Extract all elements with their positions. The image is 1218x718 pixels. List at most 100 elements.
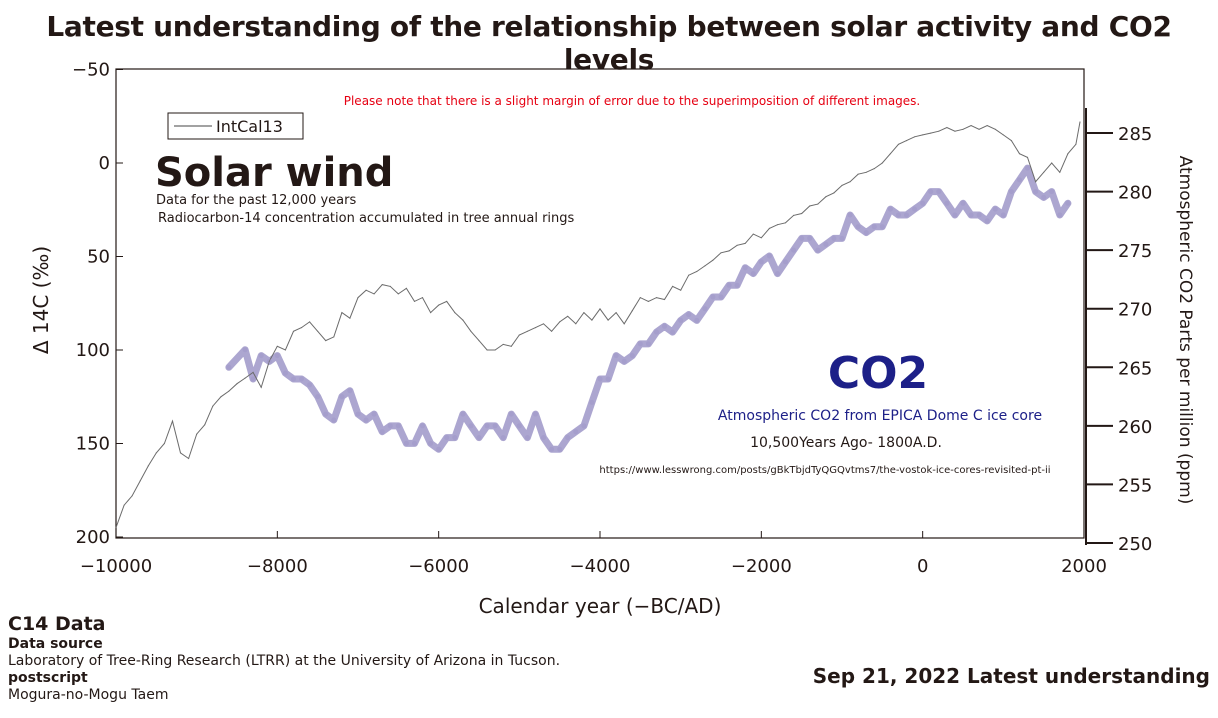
co2-point [573,429,579,435]
co2-point [976,212,982,218]
intcal13-point [849,181,851,183]
co2-point [460,411,466,417]
intcal13-point [873,168,875,170]
date-note: Sep 21, 2022 Latest understanding [812,664,1210,688]
intcal13-point [591,319,593,321]
intcal13-point [486,349,488,351]
co2-point [984,218,990,224]
intcal13-point [204,424,206,426]
intcal13-point [599,308,601,310]
intcal13-point [647,300,650,302]
co2-point [1041,194,1047,200]
co2-point [605,376,611,382]
co2-point [775,271,780,277]
co2-point [839,235,845,241]
co2-point [904,212,909,218]
intcal13-point [155,452,157,454]
intcal13-point [325,340,327,342]
x-tick-label: 2000 [1061,556,1107,577]
intcal13-point [978,128,980,130]
intcal13-point [1035,181,1037,183]
right-axis-ticks: 250 255 260 265 270 275 280 285 [1086,124,1152,555]
co2-point [307,382,313,388]
intcal13-point [139,480,141,482]
data-source-label: Data source [8,636,103,652]
intcal13-point [365,289,367,291]
co2-point [678,317,684,323]
intcal13-point [889,153,892,155]
intcal13-point [381,284,383,286]
solar-wind-line1: Data for the past 12,000 years [156,193,356,208]
co2-point [516,423,522,429]
c14-data-heading: C14 Data [8,613,106,635]
co2-point [710,294,716,300]
intcal13-point [954,130,956,132]
co2-point [855,224,861,230]
x-axis-ticks: −10000 −8000 −6000 −4000 −2000 0 2000 [80,531,1107,577]
co2-point [484,423,490,429]
co2-point [436,446,442,452]
right-tick-label: 270 [1118,300,1152,321]
co2-point [452,435,458,441]
intcal13-point [655,297,658,299]
intcal13-point [470,330,472,332]
co2-point [331,417,337,423]
co2-point [355,411,361,417]
intcal13-point [607,319,609,321]
intcal13-point [228,390,230,392]
intcal13-point [680,289,682,291]
co2-point [847,212,853,218]
intcal13-point [930,132,932,134]
intcal13-point [349,317,351,319]
co2-point [831,235,837,241]
co2-point [686,312,692,318]
co2-point [912,206,918,212]
intcal13-point [857,173,859,175]
co2-point [863,230,869,236]
co2-point [637,341,643,347]
left-tick-label: 200 [76,527,110,548]
co2-line1: Atmospheric CO2 from EPICA Dome C ice co… [718,408,1042,424]
intcal13-point [1010,140,1013,142]
intcal13-point [728,250,730,252]
intcal13-point [1051,162,1053,164]
intcal13-point [994,128,996,130]
intcal13-point [760,237,762,239]
intcal13-point [1018,153,1021,155]
co2-point [1057,212,1063,218]
intcal13-point [881,162,883,164]
co2-point [807,235,813,241]
co2-point [928,189,934,195]
intcal13-point [970,125,972,127]
intcal13-point [534,327,537,329]
co2-point [549,446,555,452]
intcal13-point [986,125,988,127]
left-tick-label: −50 [72,60,110,81]
right-tick-label: 275 [1118,241,1152,262]
co2-point [887,206,893,212]
right-axis-label: Atmospheric CO2 Parts per million (ppm) [1175,156,1195,505]
co2-point [645,341,651,347]
intcal13-point [712,259,714,261]
co2-point [799,235,805,241]
intcal13-point [865,171,867,173]
co2-point [936,189,942,195]
intcal13-point [454,312,456,314]
right-tick-label: 265 [1118,358,1152,379]
intcal13-point [1067,153,1069,155]
co2-point [250,376,256,382]
co2-point [750,271,756,277]
x-tick-label: −4000 [570,556,631,577]
footer-credits: C14 Data Data source Laboratory of Tree-… [8,612,560,704]
left-axis-label: Δ 14C (‰) [29,246,53,354]
intcal13-point [333,336,335,338]
co2-points [226,165,1071,452]
intcal13-point [373,293,375,295]
intcal13-point [793,214,795,216]
intcal13-point [776,224,779,226]
co2-point [879,224,885,230]
co2-point [282,370,288,376]
co2-point [960,200,966,206]
solar-wind-heading: Solar wind [155,150,393,196]
